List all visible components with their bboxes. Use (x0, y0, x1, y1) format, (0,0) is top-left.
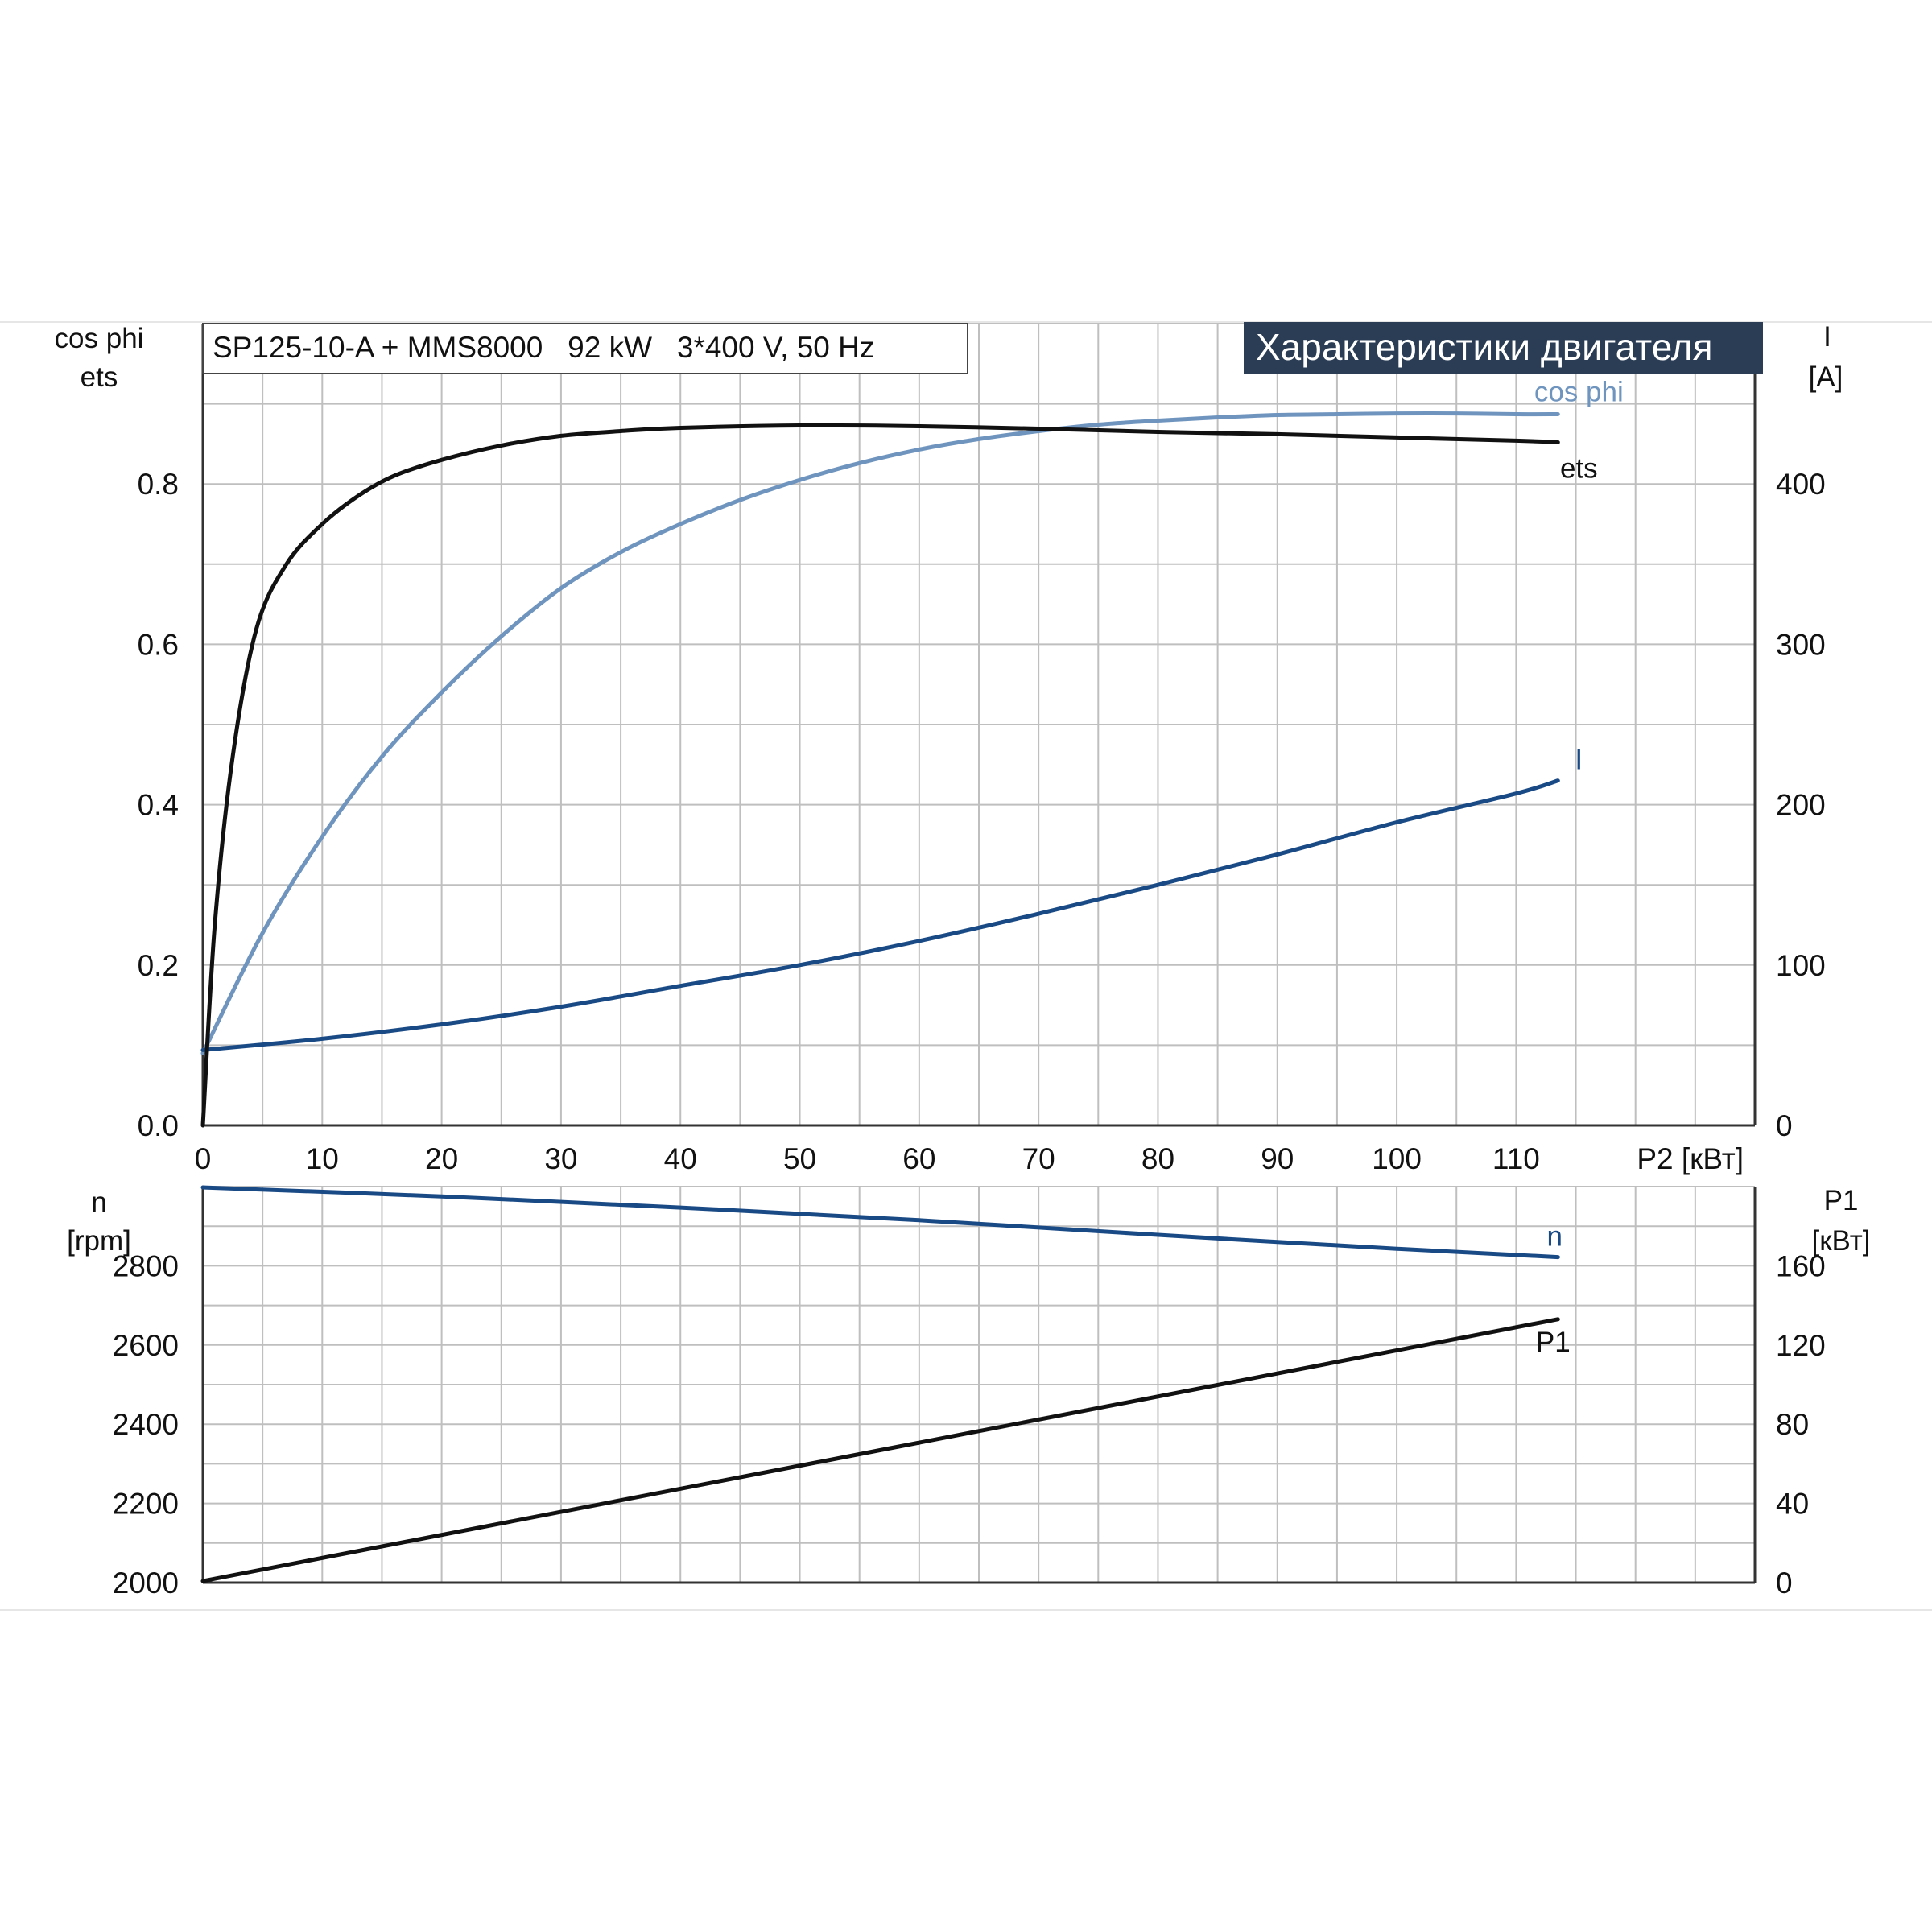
y-right-axis-label: P1 (1824, 1185, 1859, 1216)
x-tick-label: 50 (783, 1142, 816, 1175)
y-left-axis-label: n (91, 1187, 106, 1218)
series-line-ets (200, 423, 1560, 1128)
y-right-tick-label: 400 (1776, 468, 1826, 501)
series-line-cos-phi (200, 411, 1560, 1055)
y-left-tick-label: 2600 (113, 1329, 179, 1362)
y-right-tick-label: 0 (1776, 1109, 1793, 1142)
x-tick-label: 0 (195, 1142, 212, 1175)
y-right-axis-label: I (1823, 321, 1831, 353)
chart-title-box (202, 323, 968, 374)
y-left-tick-label: 0.2 (138, 949, 179, 982)
series-label-n: n (1547, 1221, 1563, 1253)
y-left-tick-label: 2000 (113, 1567, 179, 1600)
x-tick-label: 30 (544, 1142, 577, 1175)
chart-banner: Характеристики двигателя (1256, 326, 1713, 368)
series-line-I (200, 778, 1560, 1052)
x-tick-label: 100 (1372, 1142, 1422, 1175)
y-right-tick-label: 100 (1776, 949, 1826, 982)
y-right-tick-label: 0 (1776, 1567, 1793, 1600)
x-tick-label: 80 (1141, 1142, 1174, 1175)
x-tick-label: 40 (664, 1142, 697, 1175)
x-tick-label: 20 (425, 1142, 458, 1175)
y-left-axis-label: cos phi (55, 323, 144, 354)
y-left-axis-label: ets (80, 361, 118, 393)
y-right-tick-label: 200 (1776, 789, 1826, 822)
series-line-n (200, 1185, 1560, 1260)
y-right-axis-label: [кВт] (1812, 1225, 1871, 1257)
series-label-ets: ets (1560, 452, 1598, 484)
series-label-P1: P1 (1536, 1327, 1571, 1358)
x-tick-label: 60 (902, 1142, 935, 1175)
y-left-tick-label: 0.6 (138, 628, 179, 661)
series-line-P1 (200, 1317, 1560, 1583)
y-left-axis-label: [rpm] (67, 1225, 131, 1257)
chart-banner-box (1244, 322, 1763, 374)
x-tick-label: 110 (1492, 1142, 1540, 1175)
x-tick-label: 90 (1261, 1142, 1294, 1175)
y-left-tick-label: 2400 (113, 1408, 179, 1441)
y-left-tick-label: 0.0 (138, 1109, 179, 1142)
y-right-tick-label: 160 (1776, 1249, 1826, 1282)
y-right-tick-label: 80 (1776, 1408, 1809, 1441)
y-left-tick-label: 0.8 (138, 468, 179, 501)
y-right-tick-label: 40 (1776, 1488, 1809, 1521)
y-left-tick-label: 0.4 (138, 789, 179, 822)
y-right-tick-label: 300 (1776, 628, 1826, 661)
y-right-axis-label: [A] (1809, 361, 1843, 393)
x-tick-label: 10 (306, 1142, 339, 1175)
chart-title: SP125-10-A + MMS8000 92 kW 3*400 V, 50 H… (213, 331, 874, 364)
x-axis-label: P2 [кВт] (1637, 1142, 1744, 1175)
series-label-I: I (1575, 745, 1583, 776)
y-right-tick-label: 120 (1776, 1329, 1826, 1362)
y-left-tick-label: 2200 (113, 1488, 179, 1521)
y-left-tick-label: 2800 (113, 1249, 179, 1282)
x-tick-label: 70 (1022, 1142, 1055, 1175)
series-label-cos-phi: cos phi (1534, 377, 1624, 408)
